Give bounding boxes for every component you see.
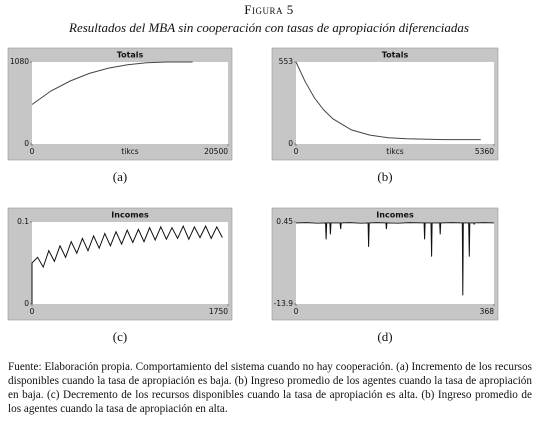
data-line — [31, 61, 193, 105]
plot-title: Totals — [117, 51, 144, 60]
y-tick-label: 0 — [24, 139, 29, 148]
y-tick-label: 553 — [279, 57, 294, 66]
data-line — [295, 222, 495, 296]
x-axis-label: tikcs — [386, 147, 403, 156]
figure-panels: Totals 0 1080 0 20500 tikcs (a) Totals 0 553 0 5360… — [7, 47, 499, 344]
plot-area — [32, 62, 228, 144]
data-line — [31, 224, 223, 304]
figure-title: Resultados del MBA sin cooperación con t… — [69, 20, 469, 35]
x-tick-label: 20500 — [204, 147, 228, 156]
plot-panel: Totals 0 553 0 5360 tikcs (b) — [271, 47, 499, 184]
y-tick-label: 0 — [24, 299, 29, 308]
plot-area — [296, 222, 494, 304]
x-tick-label: 0 — [30, 147, 35, 156]
x-tick-label: 1750 — [209, 307, 228, 316]
x-tick-label: 368 — [480, 307, 495, 316]
plot-panel: Incomes -13.9 0.45 0 368 (d) — [271, 207, 499, 344]
plot-area — [296, 62, 494, 144]
x-axis-label: tikcs — [121, 147, 138, 156]
plot-title: Incomes — [376, 211, 414, 220]
panel-label: (a) — [113, 169, 127, 184]
y-tick-label: 0.1 — [17, 217, 29, 226]
data-line — [295, 61, 481, 141]
plot-title: Totals — [382, 51, 409, 60]
panel-label: (b) — [377, 169, 392, 184]
panel-label: (c) — [113, 329, 127, 344]
caption: Fuente: Elaboración propia. Comportamien… — [8, 361, 532, 415]
y-tick-label: 0.45 — [276, 217, 293, 226]
panel-label: (d) — [377, 329, 392, 344]
x-tick-label: 0 — [294, 147, 299, 156]
x-tick-label: 0 — [30, 307, 35, 316]
y-tick-label: 0 — [288, 139, 293, 148]
plot-title: Incomes — [111, 211, 149, 220]
x-tick-label: 5360 — [475, 147, 494, 156]
plot-panel: Incomes 0 0.1 0 1750 (c) — [7, 207, 233, 344]
y-tick-label: -13.9 — [274, 299, 294, 308]
plot-panel: Totals 0 1080 0 20500 tikcs (a) — [7, 47, 233, 184]
x-tick-label: 0 — [294, 307, 299, 316]
y-tick-label: 1080 — [10, 57, 29, 66]
figure-label: Figura 5 — [244, 2, 294, 17]
